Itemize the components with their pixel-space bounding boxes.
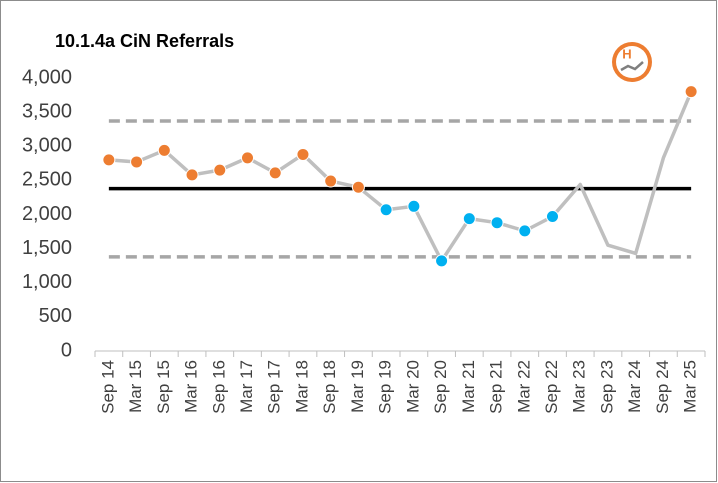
marker	[407, 199, 421, 213]
x-tick-label: Sep 24	[653, 360, 672, 414]
x-tick-label: Mar 24	[625, 360, 644, 413]
x-tick-label: Mar 19	[348, 360, 367, 413]
y-tick-label: 3,500	[22, 100, 72, 122]
x-tick-label: Mar 21	[459, 360, 478, 413]
x-tick-label: Sep 20	[431, 360, 450, 414]
marker	[379, 203, 393, 217]
logo-line	[620, 61, 644, 72]
x-tick-label: Mar 20	[403, 360, 422, 413]
marker	[490, 216, 504, 230]
marker	[241, 151, 254, 165]
marker	[518, 224, 532, 238]
x-tick-label: Mar 17	[237, 360, 256, 413]
x-tick-label: Sep 14	[98, 360, 117, 414]
marker	[268, 166, 282, 180]
y-tick-label: 2,000	[22, 203, 72, 225]
y-tick-label: 2,500	[22, 169, 72, 191]
y-tick-label: 0	[61, 339, 72, 361]
marker	[324, 174, 338, 188]
x-tick-label: Sep 15	[154, 360, 173, 414]
x-tick-label: Mar 25	[681, 360, 700, 413]
x-tick-label: Mar 23	[570, 360, 589, 413]
marker	[351, 180, 365, 194]
marker	[102, 153, 116, 167]
x-tick-label: Sep 19	[376, 360, 395, 414]
x-tick-label: Sep 23	[597, 360, 616, 414]
logo-inner	[616, 46, 648, 78]
x-tick-label: Sep 16	[209, 360, 228, 414]
x-tick-label: Mar 18	[292, 360, 311, 413]
series-line	[108, 90, 693, 263]
marker	[684, 85, 698, 99]
x-tick-label: Sep 18	[320, 360, 339, 414]
logo-text: H	[622, 46, 631, 61]
chart-title: 10.1.4a CiN Referrals	[55, 31, 234, 51]
x-tick-label: Sep 22	[542, 360, 561, 414]
marker	[435, 254, 449, 268]
marker	[462, 212, 476, 226]
y-tick-label: 4,000	[22, 66, 72, 88]
x-tick-label: Mar 15	[126, 360, 145, 413]
marker	[185, 168, 199, 182]
y-tick-label: 1,000	[22, 271, 72, 293]
x-tick-label: Sep 21	[487, 360, 506, 414]
x-tick-label: Sep 17	[265, 360, 284, 414]
marker	[157, 143, 171, 157]
y-tick-label: 500	[39, 305, 72, 327]
marker	[296, 147, 310, 161]
marker	[213, 163, 227, 177]
x-tick-label: Mar 16	[182, 360, 201, 413]
y-tick-label: 1,500	[22, 237, 72, 259]
marker	[546, 210, 559, 224]
marker	[130, 155, 144, 169]
y-tick-label: 3,000	[22, 135, 72, 157]
x-tick-label: Mar 22	[514, 360, 533, 413]
